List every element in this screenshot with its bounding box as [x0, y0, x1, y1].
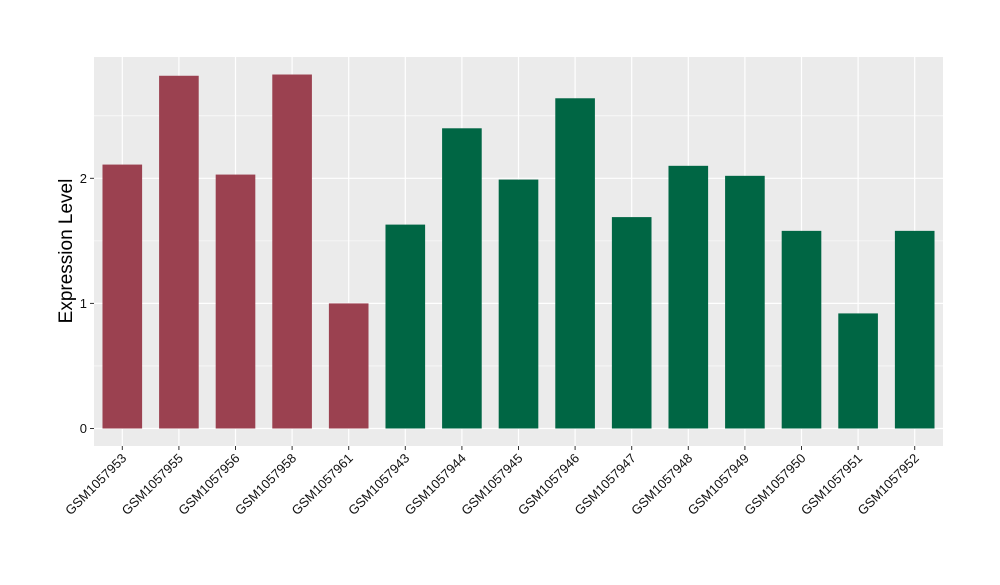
bar-GSM1057948	[668, 165, 709, 429]
bar-GSM1057945	[498, 179, 539, 429]
y-tick-label: 1	[80, 296, 87, 311]
y-tick-label: 2	[80, 171, 87, 186]
bars	[102, 74, 935, 429]
bar-GSM1057950	[781, 230, 822, 429]
bar-GSM1057958	[272, 74, 312, 429]
y-tick-label: 0	[80, 421, 87, 436]
bar-GSM1057952	[894, 230, 935, 429]
bar-GSM1057951	[838, 313, 878, 429]
y-axis: 0 1 2	[80, 171, 94, 436]
bar-GSM1057947	[611, 217, 652, 429]
bar-GSM1057949	[725, 175, 765, 429]
bar-GSM1057961	[328, 303, 369, 429]
bar-GSM1057955	[159, 75, 199, 429]
bar-GSM1057943	[385, 224, 426, 429]
bar-GSM1057953	[102, 164, 143, 429]
x-axis: GSM1057953GSM1057955GSM1057956GSM1057958…	[62, 446, 922, 518]
bar-GSM1057956	[215, 174, 256, 429]
bar-GSM1057946	[555, 98, 595, 429]
bar-GSM1057944	[442, 128, 482, 429]
y-axis-title: Expression Level	[56, 179, 77, 324]
